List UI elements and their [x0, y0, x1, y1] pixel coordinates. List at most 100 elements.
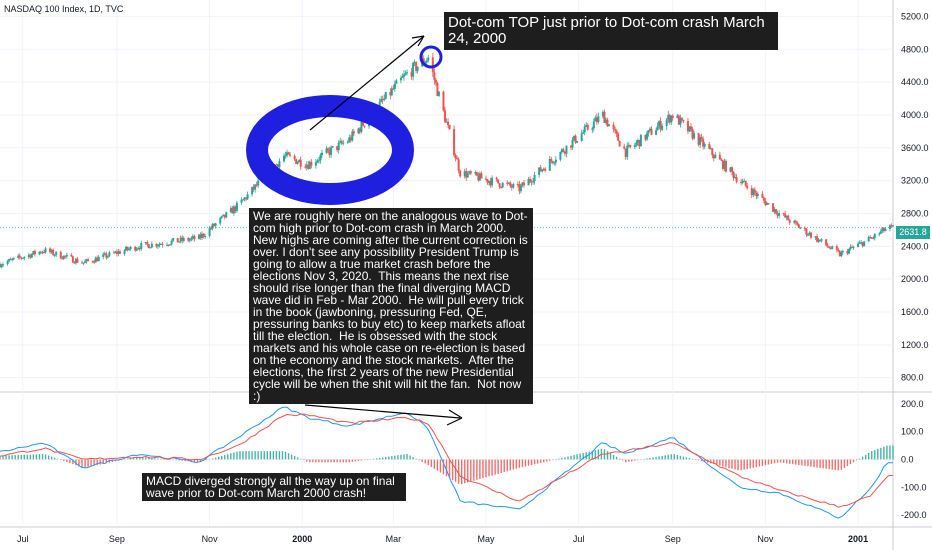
macd-histogram-bar [284, 451, 287, 460]
macd-histogram-bar [448, 459, 451, 479]
macd-histogram-bar [746, 459, 748, 470]
candle-body [585, 124, 588, 127]
candle-body [838, 251, 841, 257]
candle-body [17, 255, 20, 258]
candle-body [594, 117, 597, 122]
candle-body [85, 259, 88, 262]
candle-body [87, 259, 90, 261]
macd-histogram-bar [731, 459, 733, 469]
candle-body [743, 180, 746, 182]
candle-body [307, 164, 310, 170]
candle-body [299, 159, 302, 167]
candle-body [551, 161, 554, 163]
candle-body [764, 200, 767, 206]
candle-body [529, 179, 532, 182]
candle-body [649, 128, 652, 131]
candle-body [469, 171, 472, 174]
macd-histogram-bar [391, 456, 393, 460]
candle-body [176, 238, 179, 243]
macd-histogram-bar [764, 459, 767, 466]
candle-body [809, 232, 812, 238]
macd-histogram-bar [318, 459, 320, 463]
macd-histogram-bar [682, 456, 685, 460]
candle-body [806, 234, 809, 236]
macd-histogram-bar [35, 454, 38, 460]
candle-body [497, 179, 500, 184]
macd-histogram-bar [861, 456, 864, 460]
candle-body [190, 237, 193, 240]
candle-body [81, 262, 84, 264]
macd-histogram-bar [807, 459, 809, 467]
macd-histogram-bar [694, 459, 697, 460]
macd-histogram-bar [846, 459, 849, 467]
candle-body [395, 80, 398, 84]
candle-body [246, 194, 249, 200]
macd-histogram-bar [330, 459, 332, 463]
macd-histogram-bar [852, 459, 855, 463]
macd-histogram-bar [634, 459, 636, 461]
macd-histogram-bar [533, 459, 536, 465]
macd-histogram-bar [394, 455, 396, 460]
macd-histogram-bar [412, 457, 414, 460]
candle-body [507, 182, 510, 184]
candle-body [50, 249, 53, 253]
candle-body [697, 133, 700, 145]
candle-body [93, 261, 96, 263]
candle-body [878, 233, 881, 235]
macd-histogram-bar [205, 459, 208, 461]
candle-body [541, 169, 544, 172]
candle-body [150, 243, 153, 248]
macd-histogram-bar [388, 456, 390, 460]
candle-body [410, 72, 413, 77]
candle-body [296, 162, 299, 164]
macd-histogram-bar [564, 457, 566, 460]
candle-body [64, 255, 67, 257]
candle-body [282, 155, 285, 162]
candle-body [459, 170, 462, 177]
candle-body [363, 125, 366, 127]
candle-body [530, 181, 533, 183]
candle-body [539, 167, 542, 172]
macd-histogram-bar [263, 451, 265, 460]
candle-body [453, 129, 456, 156]
macd-histogram-bar [874, 450, 876, 460]
candle-body [200, 233, 203, 238]
candle-body [33, 250, 36, 255]
macd-histogram-bar [558, 458, 560, 460]
candle-body [172, 238, 175, 241]
macd-histogram-bar [637, 459, 639, 461]
candle-body [656, 126, 659, 131]
macd-histogram-bar [597, 449, 600, 460]
macd-histogram-bar [801, 459, 803, 466]
macd-histogram-bar [312, 459, 314, 463]
candle-body [882, 227, 885, 232]
candle-body [232, 206, 235, 214]
macd-histogram-bar [773, 459, 776, 464]
top-circle [419, 45, 443, 69]
macd-histogram-bar [500, 459, 502, 474]
candle-body [399, 77, 402, 81]
candle-body [112, 252, 115, 254]
candle-body [94, 257, 97, 263]
macd-histogram-bar [728, 459, 730, 468]
candle-body [819, 239, 822, 241]
macd-histogram-bar [442, 459, 445, 475]
candle-body [724, 160, 727, 172]
candle-body [679, 117, 682, 125]
candle-body [182, 238, 185, 241]
candle-body [12, 257, 15, 260]
macd-histogram-bar [296, 457, 299, 460]
candle-body [828, 246, 831, 249]
candle-body [852, 246, 855, 248]
candle-body [655, 130, 658, 135]
candle-body [532, 181, 535, 183]
macd-histogram-bar [193, 459, 196, 462]
candle-body [159, 243, 162, 245]
candle-body [501, 182, 504, 188]
candle-body [348, 137, 351, 142]
candle-body [606, 119, 609, 127]
candle-body [884, 228, 887, 232]
macd-histogram-bar [825, 459, 827, 469]
candle-body [21, 258, 24, 260]
macd-histogram-bar [378, 457, 381, 460]
